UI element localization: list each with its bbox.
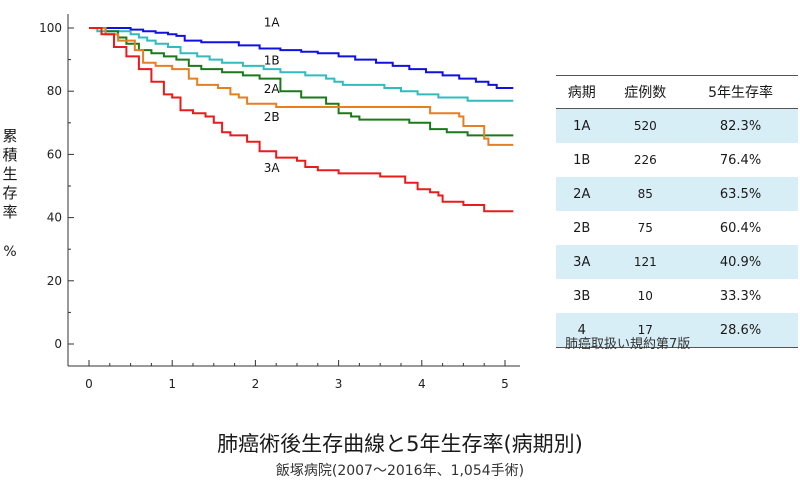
cell-cases: 520 — [607, 108, 684, 143]
survival-table: 病期 症例数 5年生存率 1A 520 82.3% 1B 226 76.4% 2… — [556, 75, 798, 348]
cell-rate: 76.4% — [683, 143, 798, 177]
survival-curve-2b — [89, 27, 514, 146]
table-row: 1B 226 76.4% — [556, 143, 798, 177]
table-row: 2B 75 60.4% — [556, 211, 798, 245]
curve-label: 2A — [264, 82, 281, 96]
survival-curve-1b — [89, 27, 514, 102]
x-tick-label: 2 — [252, 377, 260, 391]
chart-title: 肺癌術後生存曲線と5年生存率(病期別) — [217, 432, 583, 456]
x-tick-label: 0 — [85, 377, 93, 391]
cell-stage: 1B — [556, 143, 608, 177]
cell-stage: 2B — [556, 211, 608, 245]
cell-cases: 121 — [607, 245, 684, 279]
cell-rate: 63.5% — [683, 177, 798, 211]
table-row: 2A 85 63.5% — [556, 177, 798, 211]
curve-label: 3A — [264, 161, 281, 175]
header-stage: 病期 — [556, 75, 608, 109]
table-row: 4 17 28.6% — [556, 313, 798, 348]
y-axis-unit: % — [3, 244, 17, 260]
cell-cases: 85 — [607, 177, 684, 211]
survival-chart: 0 20 40 60 80 100 0 1 2 3 4 5 1A 1B 2A 2B 3A — [39, 14, 520, 391]
header-rate: 5年生存率 — [683, 75, 798, 109]
curve-label: 1A — [264, 15, 281, 29]
cell-stage: 4 — [556, 313, 608, 348]
x-tick-label: 4 — [418, 377, 426, 391]
x-tick-label: 3 — [335, 377, 343, 391]
table-row: 3A 121 40.9% — [556, 245, 798, 279]
survival-curve-3a — [89, 27, 514, 213]
chart-subtitle: 飯塚病院(2007〜2016年、1,054手術) — [275, 463, 525, 479]
y-tick-label: 40 — [47, 211, 62, 225]
table-row: 3B 10 33.3% — [556, 279, 798, 313]
cell-rate: 60.4% — [683, 211, 798, 245]
cell-stage: 3B — [556, 279, 608, 313]
y-tick-label: 100 — [39, 21, 62, 35]
x-tick-label: 5 — [501, 377, 509, 391]
cell-cases: 75 — [607, 211, 684, 245]
cell-cases: 226 — [607, 143, 684, 177]
table-row: 1A 520 82.3% — [556, 108, 798, 143]
survival-curve-2a — [89, 27, 514, 137]
cell-rate: 28.6% — [683, 313, 798, 348]
cell-cases: 17 — [607, 313, 684, 348]
x-tick-label: 1 — [168, 377, 176, 391]
cell-cases: 10 — [607, 279, 684, 313]
table-header-row: 病期 症例数 5年生存率 — [556, 75, 798, 109]
y-tick-label: 80 — [47, 84, 62, 98]
table-footnote: 肺癌取扱い規約第7版 — [565, 337, 691, 352]
cell-stage: 1A — [556, 108, 608, 143]
curve-label: 1B — [264, 53, 280, 67]
y-tick-label: 60 — [47, 147, 62, 161]
y-tick-label: 20 — [47, 274, 62, 288]
header-cases: 症例数 — [607, 75, 684, 109]
curve-label: 2B — [264, 110, 280, 124]
cell-stage: 2A — [556, 177, 608, 211]
survival-curve-1a — [89, 27, 514, 89]
cell-rate: 33.3% — [683, 279, 798, 313]
y-axis-label: 累積生存率 — [2, 127, 18, 221]
cell-rate: 40.9% — [683, 245, 798, 279]
y-tick-label: 0 — [54, 337, 62, 351]
cell-stage: 3A — [556, 245, 608, 279]
cell-rate: 82.3% — [683, 108, 798, 143]
